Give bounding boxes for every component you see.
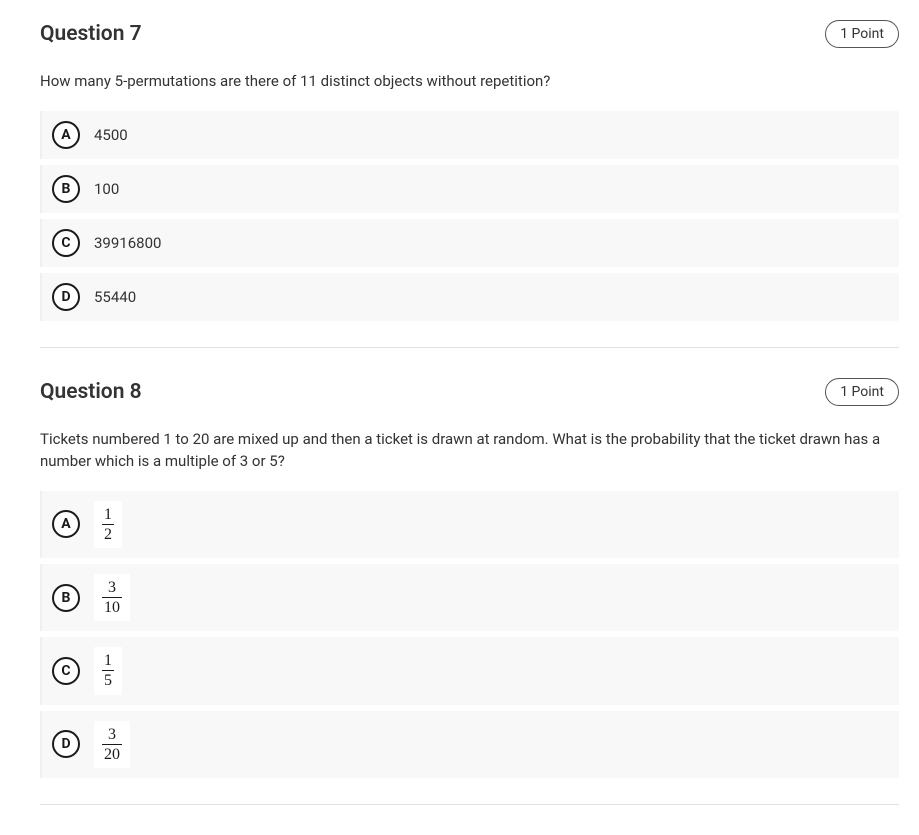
question-text: Tickets numbered 1 to 20 are mixed up an… — [40, 428, 899, 473]
option-letter: C — [52, 657, 80, 685]
option-text: 4500 — [94, 126, 128, 144]
option-d[interactable]: D 3 20 — [40, 711, 899, 778]
question-block-7: Question 7 1 Point How many 5-permutatio… — [40, 10, 899, 348]
option-text: 39916800 — [94, 234, 161, 252]
point-badge: 1 Point — [825, 378, 899, 406]
fraction-numerator: 3 — [106, 578, 118, 597]
fraction-numerator: 1 — [102, 651, 114, 670]
option-c[interactable]: C 39916800 — [40, 219, 899, 267]
option-fraction: 3 10 — [94, 574, 130, 621]
option-b[interactable]: B 100 — [40, 165, 899, 213]
fraction-denominator: 20 — [102, 744, 122, 764]
fraction-denominator: 10 — [102, 597, 122, 617]
option-letter: B — [52, 175, 80, 203]
question-header: Question 7 1 Point — [40, 20, 899, 48]
question-block-8: Question 8 1 Point Tickets numbered 1 to… — [40, 368, 899, 806]
option-letter: A — [52, 510, 80, 538]
option-b[interactable]: B 3 10 — [40, 564, 899, 631]
fraction-denominator: 2 — [102, 524, 114, 544]
fraction-denominator: 5 — [102, 670, 114, 690]
question-title: Question 7 — [40, 22, 142, 46]
option-fraction: 3 20 — [94, 721, 130, 768]
option-letter: D — [52, 283, 80, 311]
option-d[interactable]: D 55440 — [40, 273, 899, 321]
fraction-numerator: 3 — [106, 725, 118, 744]
option-a[interactable]: A 1 2 — [40, 491, 899, 558]
question-header: Question 8 1 Point — [40, 378, 899, 406]
option-letter: A — [52, 121, 80, 149]
option-letter: C — [52, 229, 80, 257]
option-letter: D — [52, 730, 80, 758]
fraction-numerator: 1 — [102, 505, 114, 524]
question-text: How many 5-permutations are there of 11 … — [40, 70, 899, 93]
option-letter: B — [52, 584, 80, 612]
option-text: 55440 — [94, 288, 136, 306]
quiz-container: Question 7 1 Point How many 5-permutatio… — [0, 0, 919, 835]
question-title: Question 8 — [40, 380, 142, 404]
option-fraction: 1 5 — [94, 647, 122, 694]
option-fraction: 1 2 — [94, 501, 122, 548]
point-badge: 1 Point — [825, 20, 899, 48]
option-text: 100 — [94, 180, 119, 198]
option-c[interactable]: C 1 5 — [40, 637, 899, 704]
option-a[interactable]: A 4500 — [40, 111, 899, 159]
